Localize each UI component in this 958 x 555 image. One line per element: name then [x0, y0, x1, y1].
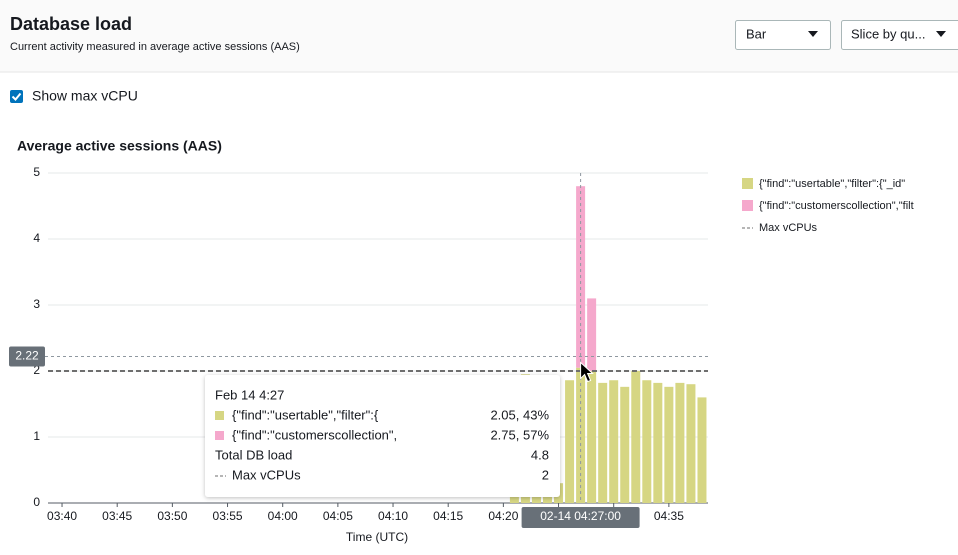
- tooltip-title: Feb 14 4:27: [215, 387, 284, 402]
- checkbox[interactable]: [10, 90, 23, 103]
- slice-dropdown[interactable]: Slice by qu...: [842, 21, 958, 50]
- tooltip-label: Total DB load: [215, 447, 292, 462]
- tooltip-swatch: [215, 431, 224, 440]
- bar-segment: [532, 496, 541, 503]
- bar-segment: [642, 380, 651, 503]
- legend-label: Max vCPUs: [759, 222, 818, 234]
- x-axis-title: Time (UTC): [346, 530, 408, 544]
- tooltip-value: 2.05, 43%: [490, 407, 549, 422]
- x-tick-label: 03:50: [157, 509, 187, 523]
- tooltip-value: 4.8: [531, 447, 549, 462]
- y-tick-label: 0: [33, 495, 40, 509]
- x-tick-label: 03:40: [47, 509, 77, 523]
- bar-segment: [609, 380, 618, 503]
- bar-segment: [598, 383, 607, 503]
- bar-segment: [631, 371, 640, 503]
- legend-label: {"find":"customerscollection","filt: [759, 200, 914, 212]
- checkbox-label: Show max vCPU: [32, 88, 138, 104]
- bar-segment: [543, 496, 552, 503]
- y-tick-label: 4: [33, 231, 40, 245]
- x-tick-label: 04:20: [488, 509, 518, 523]
- legend-swatch: [742, 178, 753, 189]
- dropdown-text: Bar: [746, 26, 767, 41]
- tooltip-value: 2.75, 57%: [490, 427, 549, 442]
- x-tick-label: 04:00: [268, 509, 298, 523]
- tooltip-swatch: [215, 411, 224, 420]
- bar-segment: [664, 387, 673, 503]
- page-subtitle: Current activity measured in average act…: [10, 41, 300, 53]
- view-dropdown[interactable]: Bar: [736, 21, 831, 50]
- crosshair-x-label: 02-14 04:27:00: [540, 509, 621, 523]
- y-tick-label: 3: [33, 297, 40, 311]
- bar-segment: [653, 383, 662, 503]
- bar-segment: [510, 496, 519, 503]
- tooltip-value: 2: [542, 467, 549, 482]
- y-tick-label: 5: [33, 165, 40, 179]
- bar-segment: [697, 397, 706, 503]
- x-tick-label: 04:35: [654, 509, 684, 523]
- bar-segment: [587, 371, 596, 503]
- y-tick-label: 1: [33, 429, 40, 443]
- tooltip-label: {"find":"usertable","filter":{: [232, 407, 379, 422]
- bar-segment: [675, 383, 684, 503]
- x-tick-label: 04:10: [378, 509, 408, 523]
- tooltip-label: {"find":"customerscollection",: [232, 427, 397, 442]
- x-tick-label: 03:55: [213, 509, 243, 523]
- bar-segment: [565, 380, 574, 503]
- legend-swatch: [742, 200, 753, 211]
- legend-label: {"find":"usertable","filter":{"_id": [759, 178, 905, 190]
- bar-segment: [587, 298, 596, 371]
- bar-segment: [686, 384, 695, 503]
- bar-segment: [620, 387, 629, 503]
- crosshair-y-label: 2.22: [15, 349, 39, 363]
- tooltip: Feb 14 4:27 {"find":"usertable","filter"…: [205, 375, 560, 497]
- tooltip-label: Max vCPUs: [232, 467, 301, 482]
- dropdown-text: Slice by qu...: [851, 26, 925, 41]
- x-tick-label: 03:45: [102, 509, 132, 523]
- chart-title: Average active sessions (AAS): [17, 138, 222, 154]
- x-tick-label: 04:05: [323, 509, 353, 523]
- x-tick-label: 04:15: [433, 509, 463, 523]
- page-title: Database load: [10, 14, 132, 34]
- bar-segment: [576, 368, 585, 503]
